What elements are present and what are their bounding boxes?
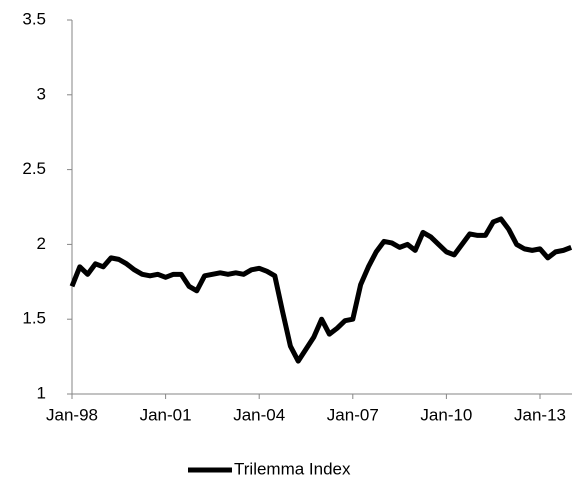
- x-tick-label: Jan-98: [46, 405, 98, 424]
- x-tick-label: Jan-10: [420, 405, 472, 424]
- y-tick-label: 2.5: [22, 159, 46, 178]
- data-line: [69, 216, 573, 364]
- y-tick-label: 3: [37, 84, 46, 103]
- x-tick-label: Jan-04: [233, 405, 285, 424]
- x-tick-label: Jan-07: [327, 405, 379, 424]
- y-tick-label: 1: [37, 383, 46, 402]
- y-tick-label: 3.5: [22, 9, 46, 28]
- y-tick-label: 1.5: [22, 309, 46, 328]
- x-tick-label: Jan-13: [514, 405, 566, 424]
- x-tick-label: Jan-01: [140, 405, 192, 424]
- y-tick-label: 2: [37, 234, 46, 253]
- legend-label: Trilemma Index: [234, 459, 351, 478]
